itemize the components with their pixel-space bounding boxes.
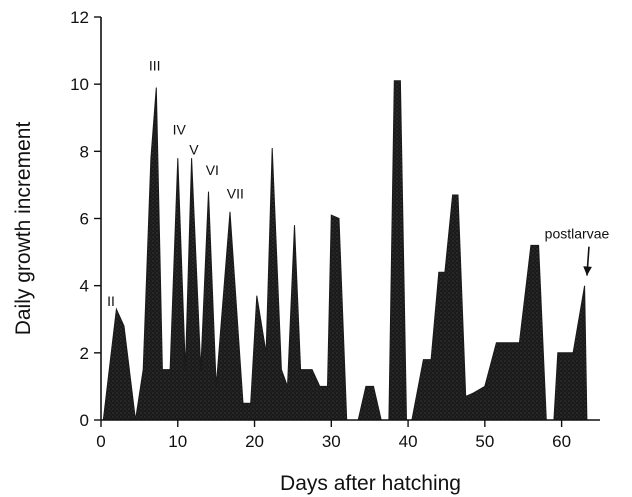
x-tick-label: 30 [322, 432, 341, 451]
annotation-label: V [189, 142, 199, 158]
y-tick-label: 10 [70, 75, 89, 94]
x-tick-label: 60 [552, 432, 571, 451]
y-tick-label: 4 [80, 277, 89, 296]
axes-layer: 0 2 4 6 8 10 12 0 10 20 30 40 50 60 [70, 8, 600, 451]
annotation-label: IV [173, 122, 187, 138]
x-tick-label: 20 [245, 432, 264, 451]
y-tick-label: 0 [80, 411, 89, 430]
postlarvae-arrow-head [583, 266, 592, 276]
x-tick-label: 0 [96, 432, 105, 451]
y-tick-label: 12 [70, 8, 89, 27]
y-tick-label: 8 [80, 142, 89, 161]
x-tick-label: 40 [399, 432, 418, 451]
annotation-label: VI [206, 162, 219, 178]
annotation-label: II [107, 293, 115, 309]
x-axis-label: Days after hatching [280, 472, 461, 495]
annotation-label: III [149, 58, 161, 74]
y-tick-label: 6 [80, 210, 89, 229]
annotation-label: postlarvae [545, 226, 610, 242]
y-tick-label: 2 [80, 344, 89, 363]
annotation-label: VII [227, 185, 244, 201]
series-area-0 [102, 80, 588, 421]
y-axis-label: Daily growth increment [12, 122, 35, 336]
x-tick-label: 50 [475, 432, 494, 451]
series-layer [102, 80, 588, 421]
x-tick-label: 10 [168, 432, 187, 451]
